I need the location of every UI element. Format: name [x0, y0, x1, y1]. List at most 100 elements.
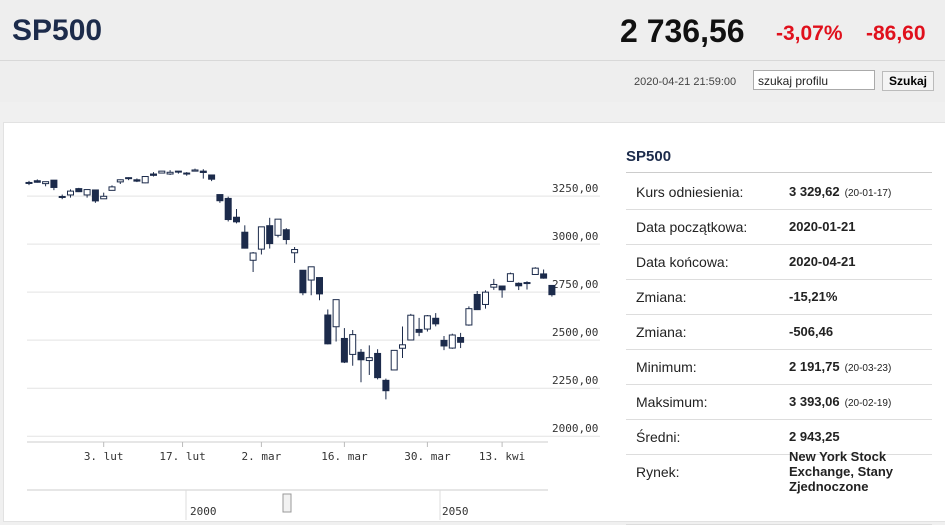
candle-body [523, 282, 531, 285]
candle-body [91, 189, 99, 202]
stats-label: Data końcowa: [636, 254, 729, 270]
candle-body [299, 269, 307, 294]
candle-body [349, 334, 357, 355]
y-tick-label: 2250,00 [552, 374, 598, 387]
y-tick-label: 2750,00 [552, 278, 598, 291]
stats-value-text: 2 943,25 [789, 429, 840, 444]
navigator-handle[interactable] [282, 493, 292, 513]
x-tick-label: 30. mar [404, 450, 451, 463]
chart: 2000 2050 2000,00 2250,00 2500,00 2750,00 30… [25, 168, 600, 520]
candle-body [457, 336, 465, 343]
stats-value: -15,21% [789, 289, 929, 304]
x-tick-label: 16. mar [321, 450, 368, 463]
stats-row: Maksimum: 3 393,06 (20-02-19) [626, 385, 932, 420]
candle-body [316, 277, 323, 295]
candle-body [67, 190, 74, 196]
stats-value-text: New York Stock Exchange, Stany Zjednoczo… [789, 449, 894, 494]
stats-value: 2 943,25 [789, 429, 929, 444]
navigator-label: 2050 [442, 505, 469, 518]
candle-body [506, 273, 514, 282]
candle-body [58, 195, 66, 198]
candle-body [515, 282, 523, 287]
candle-body [25, 181, 33, 184]
search-input[interactable]: szukaj profilu [753, 70, 875, 90]
change-abs: -86,60 [866, 22, 926, 45]
candle-body [390, 349, 398, 371]
stats-row: Data końcowa: 2020-04-21 [626, 245, 932, 280]
stats-value-text: 3 329,62 [789, 184, 840, 199]
candle-body [224, 197, 232, 221]
candle-body [266, 225, 274, 245]
separator [626, 172, 932, 173]
candle-body [382, 379, 390, 392]
search-button[interactable]: Szukaj [882, 71, 934, 91]
y-tick-label: 2500,00 [552, 326, 598, 339]
stats-row: Data początkowa: 2020-01-21 [626, 210, 932, 245]
stats-row: Średni: 2 943,25 [626, 420, 932, 455]
candle-body [42, 181, 50, 185]
price: 2 736,56 [620, 13, 745, 49]
candle-body [75, 188, 83, 193]
change-pct: -3,07% [776, 22, 843, 45]
x-tick-label: 3. lut [84, 450, 124, 463]
candle-body [108, 186, 116, 191]
candle-body [374, 352, 382, 379]
x-tick-label: 13. kwi [479, 450, 525, 463]
stats-value-text: 2 191,75 [789, 359, 840, 374]
candle-body [340, 337, 348, 363]
stats-note: (20-01-17) [844, 188, 892, 199]
candle-body [548, 284, 556, 296]
stats-value: 3 393,06 (20-02-19) [789, 394, 929, 411]
candle-body [50, 179, 58, 188]
stats-value: 2 191,75 (20-03-23) [789, 359, 929, 376]
candle-body [166, 171, 174, 175]
candle-body [257, 226, 265, 250]
candle-body [116, 179, 124, 183]
y-tick-label: 3000,00 [552, 230, 598, 243]
stats-note: (20-03-23) [844, 363, 892, 374]
stats-label: Kurs odniesienia: [636, 184, 744, 200]
candle-body [241, 231, 249, 249]
navigator-label: 2000 [190, 505, 217, 518]
separator [0, 60, 945, 61]
candle-body [208, 174, 216, 180]
stats-value: 2020-04-21 [789, 254, 929, 269]
candle-body [324, 314, 332, 345]
y-tick-label: 2000,00 [552, 422, 598, 435]
content [3, 122, 945, 522]
candle-body [423, 315, 431, 330]
candle-body [141, 176, 149, 184]
candle-body [407, 314, 415, 341]
stats-row: Zmiana: -15,21% [626, 280, 932, 315]
stats-value-text: 3 393,06 [789, 394, 840, 409]
panel-title: SP500 [626, 148, 672, 165]
stats-row: Zmiana: -506,46 [626, 315, 932, 350]
stats-label: Data początkowa: [636, 219, 748, 235]
symbol: SP500 [12, 14, 103, 47]
stats-value-text: -506,46 [789, 324, 834, 339]
stats-note: (20-02-19) [844, 398, 892, 409]
candle-body [216, 194, 224, 202]
candle-body [133, 179, 141, 182]
stats-value: -506,46 [789, 324, 929, 339]
candle-body [490, 283, 498, 288]
candle-body [33, 180, 41, 183]
candle-body [274, 218, 282, 236]
candle-body [150, 173, 157, 176]
candle-body [440, 339, 448, 347]
candle-body [465, 308, 473, 326]
candle-body [415, 328, 423, 333]
stats-row: Kurs odniesienia: 3 329,62 (20-01-17) [626, 175, 932, 210]
stats-value: 2020-01-21 [789, 219, 929, 234]
stats-label: Zmiana: [636, 289, 687, 305]
candle-body [432, 317, 440, 325]
candle-body [399, 344, 406, 349]
candle-body [332, 299, 340, 328]
x-tick-label: 2. mar [242, 450, 282, 463]
candle-body [357, 351, 365, 361]
stats-label: Zmiana: [636, 324, 687, 340]
candle-body [125, 177, 133, 180]
candle-body [482, 291, 489, 305]
candle-body [473, 293, 481, 311]
candle-body [448, 334, 456, 349]
